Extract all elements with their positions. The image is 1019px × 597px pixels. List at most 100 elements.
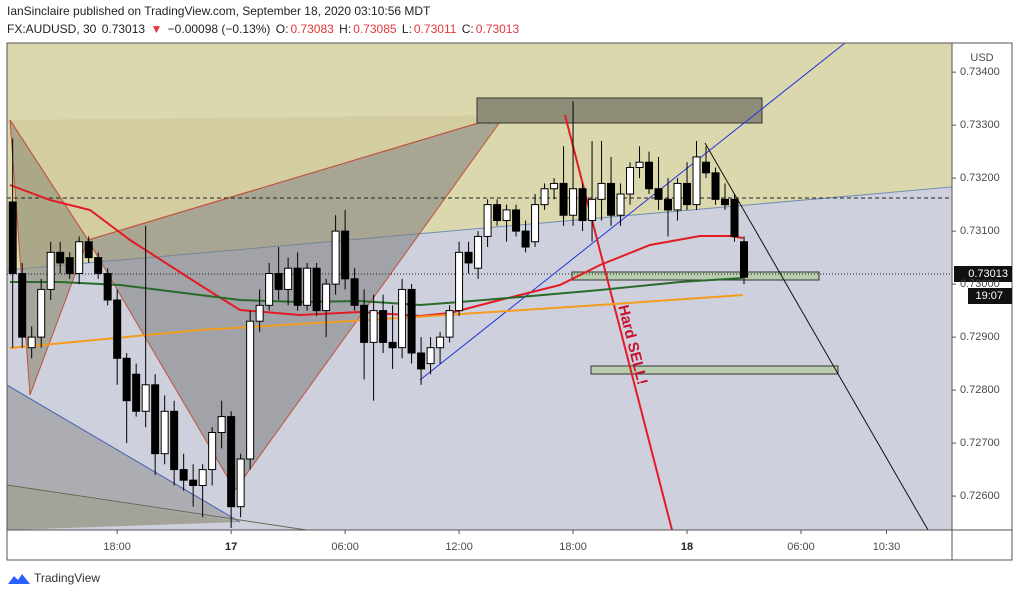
- candle-body: [578, 188, 587, 222]
- candle-body: [531, 204, 540, 243]
- wedge-line: [7, 384, 241, 523]
- candle-body: [84, 241, 93, 259]
- candle-body: [626, 167, 635, 195]
- pattern-line: [9, 119, 89, 241]
- symbol-line: FX:AUDUSD, 30 0.73013 ▼ −0.00098 (−0.13%…: [7, 22, 521, 36]
- candle-body: [455, 251, 464, 312]
- drawings: Hard SELL!: [7, 43, 952, 530]
- candle-body: [683, 182, 692, 206]
- candles: [8, 101, 749, 528]
- channel-line: [419, 43, 846, 381]
- candle-body: [645, 161, 654, 190]
- candle-body: [246, 320, 255, 460]
- candle-body: [388, 341, 397, 349]
- candle-body: [588, 198, 597, 222]
- candle-body: [512, 209, 521, 232]
- candle-body: [274, 273, 283, 290]
- candle-body: [151, 384, 160, 455]
- candle-body: [322, 283, 331, 312]
- y-tick-label: 0.73400: [960, 66, 1000, 78]
- target-box: [590, 365, 839, 375]
- candle-body: [65, 257, 74, 275]
- countdown-box: [968, 288, 1012, 304]
- candle-body: [417, 352, 426, 370]
- candle-body: [569, 188, 578, 216]
- y-tick-label: 0.72800: [960, 384, 1000, 396]
- candle-body: [27, 336, 36, 349]
- candle-body: [369, 310, 378, 343]
- y-tick-label: 0.73300: [960, 119, 1000, 131]
- candle-body: [616, 193, 625, 216]
- ohlc-o-label: O:: [275, 22, 289, 36]
- candle-body: [550, 182, 559, 190]
- support-box: [571, 271, 820, 281]
- wedge-line: [7, 484, 311, 530]
- candle-body: [664, 198, 673, 211]
- change: −0.00098 (−0.13%): [167, 22, 271, 36]
- candle-body: [141, 384, 150, 412]
- candle-body: [284, 267, 293, 290]
- candle-body: [540, 188, 549, 206]
- x-tick-label: 18:00: [559, 541, 587, 553]
- candle-body: [607, 182, 616, 216]
- projection-line: [704, 142, 929, 530]
- candle-body: [502, 209, 511, 222]
- ohlc-l-label: L:: [401, 22, 412, 36]
- last-price-box: [954, 266, 1012, 282]
- x-tick-label: 17: [225, 541, 237, 553]
- x-tick-label: 18:00: [103, 541, 131, 553]
- candle-body: [721, 198, 730, 206]
- last: 0.73013: [101, 22, 146, 36]
- resistance-box: [476, 97, 763, 124]
- pattern-line: [87, 114, 506, 241]
- x-tick-label: 18: [681, 541, 693, 553]
- x-tick-label: 06:00: [787, 541, 815, 553]
- candle-body: [312, 267, 321, 312]
- y-tick-label: 0.72900: [960, 331, 1000, 343]
- ohlc-h-label: H:: [339, 22, 352, 36]
- candle-body: [331, 230, 340, 285]
- ohlc-o: 0.73083: [290, 22, 334, 36]
- candle-body: [160, 410, 169, 455]
- candle-body: [350, 278, 359, 306]
- candle-body: [597, 182, 606, 200]
- candle-body: [236, 458, 245, 508]
- x-tick-label: 10:30: [873, 541, 901, 553]
- candle-body: [360, 304, 369, 343]
- candle-body: [483, 204, 492, 237]
- candle-body: [740, 241, 749, 278]
- candle-body: [635, 161, 644, 169]
- candle-body: [464, 251, 473, 264]
- published-line: IanSinclaire published on TradingView.co…: [7, 4, 431, 18]
- candle-body: [75, 241, 84, 275]
- ohlc-h: 0.73085: [353, 22, 397, 36]
- logo-text: TradingView: [34, 571, 100, 585]
- candle-body: [521, 230, 530, 248]
- candle-body: [702, 161, 711, 174]
- candle-body: [56, 251, 65, 264]
- candle-body: [113, 299, 122, 359]
- candle-body: [379, 310, 388, 343]
- candle-body: [407, 288, 416, 354]
- candle-body: [18, 273, 27, 338]
- candle-body: [8, 201, 17, 275]
- candle-body: [208, 431, 217, 471]
- y-tick-label: 0.73000: [960, 278, 1000, 290]
- candle-body: [293, 267, 302, 306]
- candle-body: [103, 273, 112, 301]
- ohlc-c-label: C:: [461, 22, 474, 36]
- candle-body: [217, 416, 226, 433]
- y-tick-label: 0.73200: [960, 172, 1000, 184]
- candle-body: [493, 204, 502, 222]
- candle-body: [559, 182, 568, 216]
- candle-body: [474, 235, 483, 269]
- candle-body: [170, 410, 179, 471]
- candle-body: [37, 288, 46, 338]
- candle-body: [179, 469, 188, 481]
- logo-icon: [8, 574, 30, 584]
- candle-body: [341, 230, 350, 280]
- candle-body: [692, 156, 701, 206]
- ohlc-l: 0.73011: [413, 22, 457, 36]
- candle-body: [227, 416, 236, 508]
